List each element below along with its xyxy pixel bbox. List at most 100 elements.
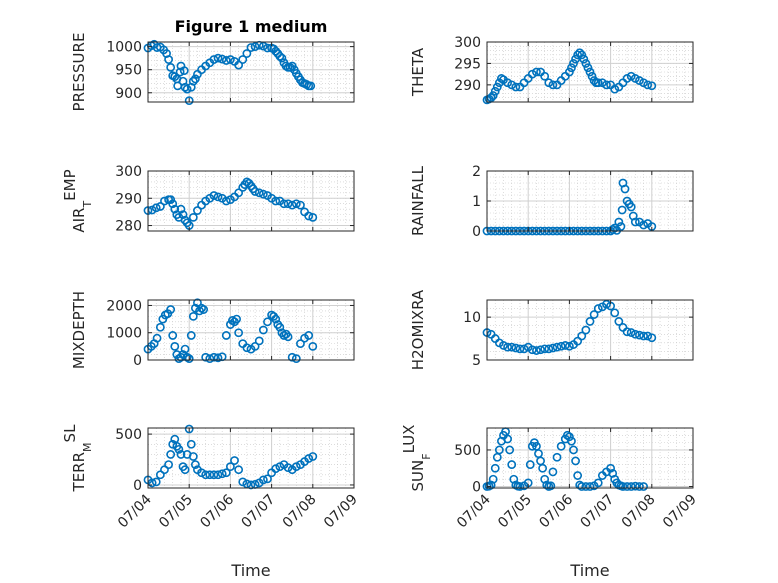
- data-point: [184, 424, 194, 434]
- data-point: [184, 96, 194, 106]
- data-point: [548, 80, 558, 90]
- y-tick-label: 0: [133, 478, 142, 494]
- data-point: [168, 331, 178, 340]
- data-point: [490, 463, 500, 473]
- data-point: [176, 204, 186, 214]
- axes-box: [147, 41, 355, 103]
- data-point: [630, 329, 640, 339]
- data-point: [614, 317, 624, 326]
- data-point: [283, 199, 293, 209]
- data-point: [201, 470, 211, 480]
- air-temp-subplot: 280 290 300 AIRTEMP: [61, 164, 355, 235]
- rainfall-subplot: 0 1 2 RAINFALL: [409, 164, 694, 240]
- data-point: [152, 333, 162, 343]
- x-axis-label: Time: [569, 561, 609, 580]
- axes-box: [486, 299, 694, 361]
- data-point: [548, 467, 558, 477]
- data-point: [174, 444, 184, 454]
- data-point: [279, 199, 289, 209]
- data-point: [271, 464, 281, 474]
- data-point: [556, 441, 566, 451]
- data-point: [213, 53, 223, 63]
- data-point: [186, 439, 196, 449]
- data-point: [170, 204, 180, 214]
- data-point: [258, 325, 268, 335]
- data-point: [527, 345, 537, 355]
- data-point: [635, 330, 644, 340]
- data-point: [643, 331, 653, 341]
- data-point: [250, 42, 260, 52]
- data-point: [193, 298, 202, 308]
- data-point: [166, 450, 176, 459]
- data-point: [540, 344, 550, 354]
- data-point: [221, 196, 231, 206]
- h2omixra-series: [482, 299, 657, 355]
- data-point: [622, 482, 632, 491]
- data-point: [180, 465, 190, 475]
- data-point: [190, 460, 200, 470]
- data-point: [217, 469, 227, 479]
- data-point: [639, 482, 648, 491]
- data-point: [617, 205, 627, 215]
- data-point: [271, 196, 281, 206]
- data-point: [166, 62, 176, 72]
- data-point: [221, 56, 231, 65]
- data-point: [610, 308, 620, 318]
- data-point: [577, 50, 587, 60]
- data-point: [275, 322, 285, 332]
- terr-msl-series: [143, 424, 318, 490]
- data-point: [486, 93, 496, 103]
- data-point: [635, 482, 644, 491]
- y-axis-label: PRESSURE: [70, 33, 88, 112]
- data-point: [308, 452, 318, 461]
- y-tick-label: 1000: [106, 326, 142, 342]
- data-point: [242, 343, 252, 353]
- data-point: [250, 187, 260, 196]
- data-point: [571, 54, 580, 64]
- data-point: [155, 322, 165, 332]
- data-point: [565, 341, 574, 351]
- y-tick-label: 1000: [106, 40, 142, 56]
- data-point: [544, 344, 554, 354]
- data-point: [213, 192, 223, 202]
- data-point: [258, 189, 268, 199]
- x-tick-label: 07/09: [660, 492, 700, 532]
- data-point: [277, 53, 287, 63]
- data-point: [571, 456, 580, 466]
- data-point: [275, 462, 285, 472]
- plot-area: [487, 428, 693, 488]
- x-tick-label: 07/04: [454, 491, 494, 531]
- data-point: [616, 222, 626, 231]
- data-point: [221, 331, 231, 340]
- y-tick-label: 290: [115, 191, 142, 207]
- data-point: [168, 199, 178, 209]
- data-point: [511, 343, 521, 353]
- data-point: [193, 206, 202, 215]
- data-point: [263, 317, 272, 327]
- data-point: [647, 333, 657, 343]
- data-point: [246, 480, 256, 490]
- data-point: [519, 344, 529, 354]
- axes-box: [486, 427, 694, 489]
- data-point: [188, 452, 198, 461]
- data-point: [155, 202, 165, 211]
- sun-flux-series: [482, 427, 648, 491]
- data-point: [147, 478, 157, 488]
- data-point: [575, 48, 585, 58]
- y-tick-label: 500: [115, 427, 142, 443]
- data-point: [593, 478, 603, 488]
- data-point: [499, 341, 508, 350]
- data-point: [494, 445, 504, 455]
- data-point: [164, 55, 173, 64]
- sun-flux-subplot: 0 500 07/04 07/05 07/06 07/07 07/08 07/09 SUNFLU…: [400, 425, 700, 580]
- data-point: [186, 331, 196, 340]
- x-tick-label: 07/04: [115, 491, 155, 531]
- data-point: [567, 63, 576, 73]
- data-point: [560, 341, 570, 350]
- y-axis-label: THETA: [409, 47, 427, 97]
- axes-box: [147, 170, 355, 232]
- data-point: [515, 482, 525, 491]
- x-tick-label: 07/08: [280, 492, 320, 532]
- data-point: [151, 477, 161, 487]
